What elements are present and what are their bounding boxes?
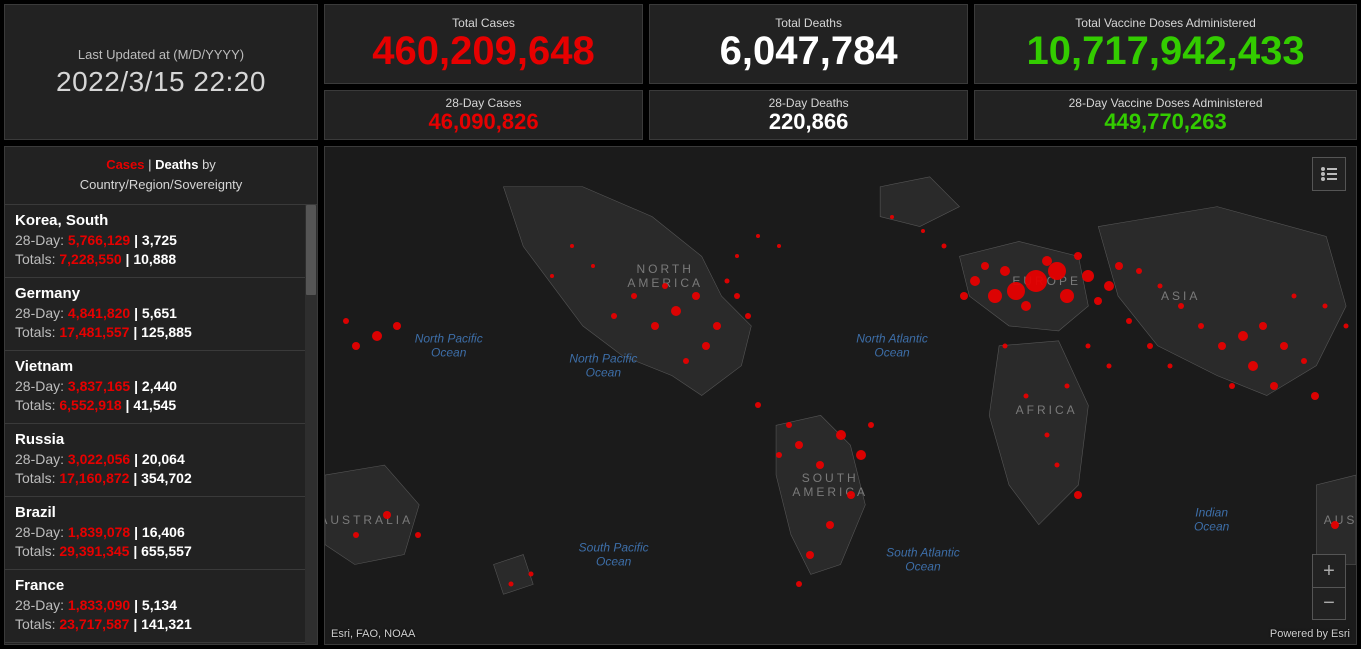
country-row[interactable]: Vietnam28-Day: 3,837,165 | 2,440Totals: … [5,351,317,424]
scrollbar-thumb[interactable] [306,205,316,295]
stat-value: 220,866 [769,110,849,133]
country-28day: 28-Day: 1,833,090 | 5,134 [15,596,307,615]
zoom-in-button[interactable]: + [1313,555,1345,587]
country-name: Vietnam [15,357,307,377]
last-updated-panel: Last Updated at (M/D/YYYY) 2022/3/15 22:… [4,4,318,140]
stat-label: Total Vaccine Doses Administered [1075,16,1256,30]
country-row[interactable]: Japan28-Day: 1,825,090 | 5,754Totals: 5,… [5,643,317,644]
country-row[interactable]: Korea, South28-Day: 5,766,129 | 3,725Tot… [5,205,317,278]
header-cases-label: Cases [106,157,144,172]
country-totals: Totals: 7,228,550 | 10,888 [15,250,307,269]
country-row[interactable]: Germany28-Day: 4,841,820 | 5,651Totals: … [5,278,317,351]
stat-label: Total Deaths [775,16,842,30]
map-attrib-right: Powered by Esri [1270,628,1350,640]
stat-label: 28-Day Deaths [769,96,849,110]
country-name: Brazil [15,503,307,523]
last-updated-label: Last Updated at (M/D/YYYY) [78,47,244,62]
stat-panel: Total Cases460,209,648 [324,4,643,84]
stat-panel: Total Vaccine Doses Administered10,717,9… [974,4,1357,84]
stats-top-row: Total Cases460,209,648Total Deaths6,047,… [324,4,1357,84]
stat-label: 28-Day Cases [446,96,522,110]
stat-panel: Total Deaths6,047,784 [649,4,968,84]
legend-icon [1320,167,1338,181]
country-row[interactable]: Brazil28-Day: 1,839,078 | 16,406Totals: … [5,497,317,570]
stat-value: 449,770,263 [1104,110,1226,133]
zoom-out-button[interactable]: − [1313,587,1345,619]
stat-value: 46,090,826 [428,110,538,133]
country-name: France [15,576,307,596]
stat-label: 28-Day Vaccine Doses Administered [1069,96,1263,110]
stat-value: 10,717,942,433 [1027,30,1305,72]
country-28day: 28-Day: 3,022,056 | 20,064 [15,450,307,469]
country-row[interactable]: Russia28-Day: 3,022,056 | 20,064Totals: … [5,424,317,497]
country-28day: 28-Day: 5,766,129 | 3,725 [15,231,307,250]
zoom-controls: + − [1312,554,1346,620]
header-deaths-label: Deaths [155,157,198,172]
map-attrib-left: Esri, FAO, NOAA [331,628,415,640]
country-totals: Totals: 17,160,872 | 354,702 [15,469,307,488]
country-name: Korea, South [15,211,307,231]
stat-panel: 28-Day Deaths220,866 [649,90,968,140]
country-28day: 28-Day: 4,841,820 | 5,651 [15,304,307,323]
header-sub-label: Country/Region/Sovereignty [80,177,243,192]
last-updated-value: 2022/3/15 22:20 [56,66,266,98]
stat-panel: 28-Day Vaccine Doses Administered449,770… [974,90,1357,140]
country-totals: Totals: 23,717,587 | 141,321 [15,615,307,634]
country-row[interactable]: France28-Day: 1,833,090 | 5,134Totals: 2… [5,570,317,643]
stats-sub-row: 28-Day Cases46,090,82628-Day Deaths220,8… [324,90,1357,140]
stat-value: 460,209,648 [372,30,594,72]
country-totals: Totals: 17,481,557 | 125,885 [15,323,307,342]
sidebar-header: Cases | Deaths by Country/Region/Soverei… [5,147,317,205]
country-totals: Totals: 6,552,918 | 41,545 [15,396,307,415]
country-name: Russia [15,430,307,450]
stat-panel: 28-Day Cases46,090,826 [324,90,643,140]
stat-label: Total Cases [452,16,515,30]
scrollbar[interactable] [305,205,317,644]
legend-button[interactable] [1312,157,1346,191]
stat-value: 6,047,784 [720,30,898,72]
country-list[interactable]: Korea, South28-Day: 5,766,129 | 3,725Tot… [5,205,317,644]
country-sidebar: Cases | Deaths by Country/Region/Soverei… [4,146,318,645]
country-28day: 28-Day: 1,839,078 | 16,406 [15,523,307,542]
country-28day: 28-Day: 3,837,165 | 2,440 [15,377,307,396]
world-map[interactable] [325,147,1356,644]
country-name: Germany [15,284,307,304]
country-totals: Totals: 29,391,345 | 655,557 [15,542,307,561]
map-panel[interactable]: + − Esri, FAO, NOAA Powered by Esri NORT… [324,146,1357,645]
